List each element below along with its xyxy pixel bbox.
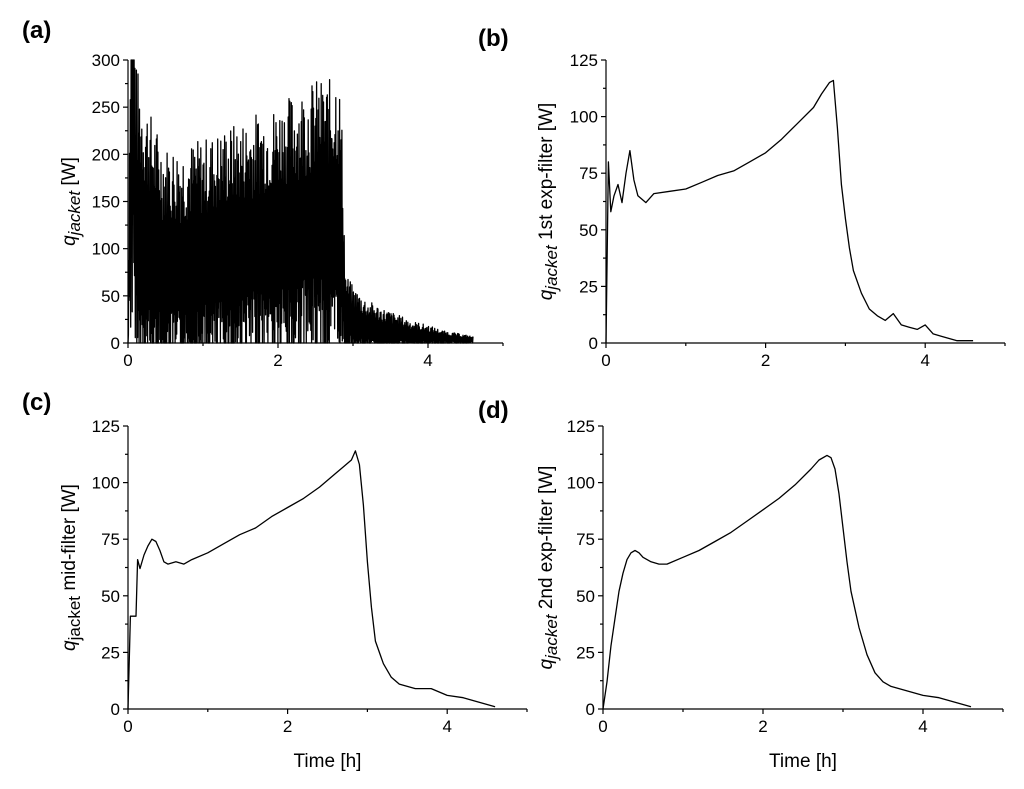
y-tick-label: 25 — [579, 277, 598, 296]
panel-letter: (c) — [22, 389, 51, 416]
y-tick-label: 200 — [92, 145, 120, 164]
y-tick-label: 25 — [101, 643, 120, 662]
y-axis-title-rest: 2nd exp-filter [W] — [536, 466, 557, 615]
y-axis-title-symbol: q — [59, 640, 80, 651]
y-axis-title: qjacket 1st exp-filter [W] — [536, 103, 561, 301]
y-tick-label: 75 — [101, 530, 120, 549]
panel-letter: (d) — [478, 397, 509, 424]
y-tick-label: 100 — [570, 108, 598, 127]
y-tick-label: 50 — [579, 221, 598, 240]
y-tick-label: 25 — [576, 643, 595, 662]
y-axis-title-symbol: q — [536, 658, 557, 669]
y-tick-label: 50 — [576, 587, 595, 606]
panel-a — [123, 59, 504, 348]
x-axis-title: Time [h] — [769, 751, 837, 772]
y-tick-label: 75 — [579, 164, 598, 183]
y-axis-title-rest: 1st exp-filter [W] — [536, 103, 557, 246]
y-tick-label: 125 — [567, 417, 595, 436]
y-tick-label: 50 — [101, 587, 120, 606]
y-tick-label: 125 — [92, 417, 120, 436]
y-axis-title-subscript: jacket — [542, 613, 561, 661]
x-tick-label: 2 — [273, 351, 282, 370]
x-tick-label: 4 — [920, 351, 929, 370]
x-tick-label: 0 — [123, 717, 132, 736]
y-tick-label: 75 — [576, 530, 595, 549]
x-tick-label: 4 — [442, 717, 451, 736]
panel-d — [598, 425, 1004, 714]
y-tick-label: 0 — [586, 700, 595, 719]
x-axis-title: Time [h] — [294, 751, 362, 772]
series-line — [127, 450, 496, 710]
y-tick-label: 300 — [92, 51, 120, 70]
x-tick-label: 4 — [918, 717, 927, 736]
series-line — [602, 454, 972, 710]
y-tick-label: 150 — [92, 193, 120, 212]
panel-letter: (b) — [478, 25, 509, 52]
y-tick-label: 0 — [111, 334, 120, 353]
y-axis-title-rest: mid-filter [W] — [59, 484, 80, 596]
y-tick-label: 0 — [111, 700, 120, 719]
y-tick-label: 250 — [92, 98, 120, 117]
series-line — [605, 79, 974, 344]
x-tick-label: 0 — [598, 717, 607, 736]
x-tick-label: 2 — [761, 351, 770, 370]
x-tick-label: 4 — [423, 351, 432, 370]
y-axis-title: qjacket mid-filter [W] — [59, 484, 84, 651]
y-axis-title: qjacket [W] — [59, 157, 84, 246]
y-tick-label: 100 — [92, 474, 120, 493]
y-axis-title-symbol: q — [536, 289, 557, 300]
series-line — [127, 59, 474, 344]
y-axis-title: qjacket 2nd exp-filter [W] — [536, 466, 561, 670]
y-tick-label: 125 — [570, 51, 598, 70]
y-tick-label: 100 — [92, 240, 120, 259]
panel-b — [601, 59, 1006, 348]
y-axis-title-subscript: jacket — [65, 190, 84, 238]
y-tick-label: 100 — [567, 474, 595, 493]
y-axis-title-rest: [W] — [59, 157, 80, 191]
x-tick-label: 2 — [758, 717, 767, 736]
y-axis-title-subscript: jacket — [65, 596, 84, 642]
y-tick-label: 50 — [101, 287, 120, 306]
y-axis-title-subscript: jacket — [542, 244, 561, 292]
panel-c — [123, 425, 528, 714]
x-tick-label: 0 — [123, 351, 132, 370]
y-tick-label: 0 — [589, 334, 598, 353]
y-axis-title-symbol: q — [59, 235, 80, 246]
panel-letter: (a) — [22, 17, 51, 44]
x-tick-label: 0 — [601, 351, 610, 370]
x-tick-label: 2 — [283, 717, 292, 736]
